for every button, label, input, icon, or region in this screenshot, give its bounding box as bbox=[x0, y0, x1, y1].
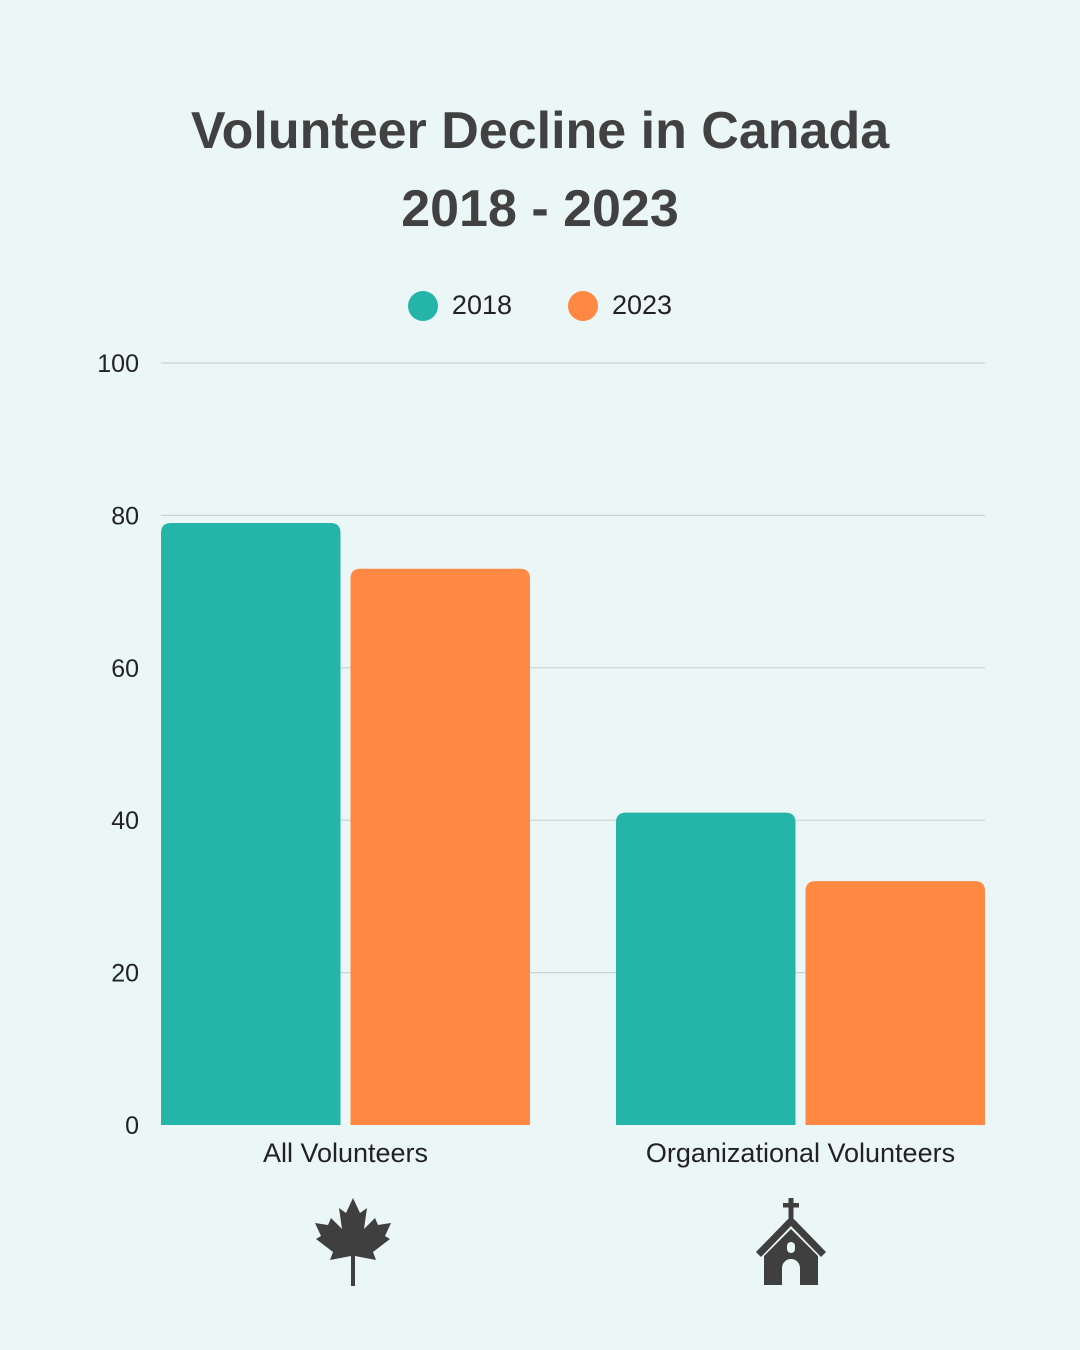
bar-2018-organizational-volunteers bbox=[616, 812, 796, 1125]
y-tick-label-20: 20 bbox=[111, 960, 139, 988]
chart-legend: 2018 2023 bbox=[0, 290, 1080, 321]
legend-item-2023: 2023 bbox=[568, 290, 672, 321]
bar-2018-all-volunteers bbox=[161, 523, 341, 1125]
y-tick-label-40: 40 bbox=[111, 807, 139, 835]
bar-2023-organizational-volunteers bbox=[805, 881, 985, 1125]
x-tick-label-organizational-volunteers: Organizational Volunteers bbox=[646, 1138, 955, 1168]
y-tick-label-60: 60 bbox=[111, 655, 139, 683]
church-icon bbox=[756, 1198, 826, 1285]
legend-swatch-2023 bbox=[568, 290, 598, 321]
chart-title-line-1: Volunteer Decline in Canada bbox=[190, 102, 890, 160]
x-axis-ticks: All Volunteers Organizational Volunteers bbox=[263, 1138, 955, 1168]
y-tick-label-80: 80 bbox=[111, 502, 139, 530]
y-axis-ticks: 0 20 40 60 80 100 bbox=[97, 350, 139, 1140]
maple-leaf-icon bbox=[315, 1198, 391, 1286]
bar-2023-all-volunteers bbox=[350, 568, 530, 1125]
chart-title-line-2: 2018 - 2023 bbox=[401, 180, 679, 238]
legend-label-2023: 2023 bbox=[612, 290, 673, 320]
legend-label-2018: 2018 bbox=[451, 290, 512, 320]
y-tick-label-100: 100 bbox=[97, 350, 139, 378]
legend-item-2018: 2018 bbox=[407, 290, 512, 321]
chart-bars bbox=[161, 523, 985, 1125]
legend-swatch-2018 bbox=[407, 290, 438, 321]
chart-title: Volunteer Decline in Canada 2018 - 2023 bbox=[0, 92, 1080, 248]
y-tick-label-0: 0 bbox=[125, 1112, 139, 1140]
x-tick-label-all-volunteers: All Volunteers bbox=[263, 1138, 428, 1168]
